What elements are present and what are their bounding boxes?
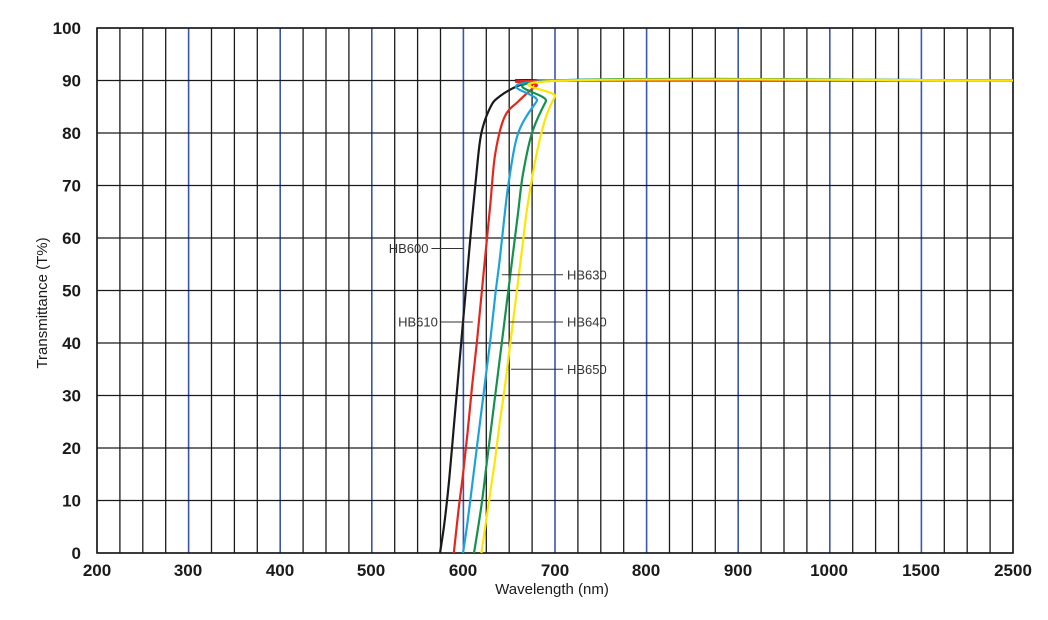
y-tick-label: 30: [62, 387, 81, 406]
series-label-hb630: HB630: [567, 267, 607, 282]
chart-grid: [96, 27, 1014, 554]
y-tick-label: 80: [62, 124, 81, 143]
y-tick-label: 100: [53, 19, 81, 38]
x-axis-title: Wavelength (nm): [495, 581, 609, 598]
x-tick-label: 800: [632, 561, 660, 580]
series-label-hb610: HB610: [398, 315, 438, 330]
x-tick-label: 1000: [810, 561, 848, 580]
x-tick-label: 400: [266, 561, 294, 580]
x-tick-label: 700: [541, 561, 569, 580]
x-tick-label: 2500: [994, 561, 1032, 580]
x-tick-label: 900: [724, 561, 752, 580]
y-tick-label: 40: [62, 334, 81, 353]
y-tick-label: 70: [62, 177, 81, 196]
x-tick-label: 600: [449, 561, 477, 580]
chart-series: [438, 77, 1014, 554]
y-tick-label: 10: [62, 492, 81, 511]
y-tick-label: 60: [62, 229, 81, 248]
y-tick-label: 90: [62, 72, 81, 91]
series-label-hb600: HB600: [389, 241, 429, 256]
y-tick-label: 20: [62, 439, 81, 458]
x-tick-label: 500: [357, 561, 385, 580]
series-line-hb600: [438, 79, 1013, 554]
y-axis-title: Transmittance (T%): [34, 237, 51, 368]
series-label-hb650: HB650: [567, 362, 607, 377]
plot-frame: [96, 27, 1014, 554]
x-tick-label: 1500: [902, 561, 940, 580]
chart-annotations: HB600 HB610 HB630 HB640 HB650: [389, 241, 607, 377]
y-tick-label: 50: [62, 282, 81, 301]
x-tick-label: 200: [83, 561, 111, 580]
series-line-hb650: [480, 78, 1014, 554]
y-tick-label: 0: [72, 544, 81, 563]
series-label-hb640: HB640: [567, 315, 607, 330]
chart-ticks: 0 10 20 30 40 50 60 70 80 90 100 200 300 400 500 600 700…: [53, 19, 1032, 580]
x-tick-label: 300: [174, 561, 202, 580]
